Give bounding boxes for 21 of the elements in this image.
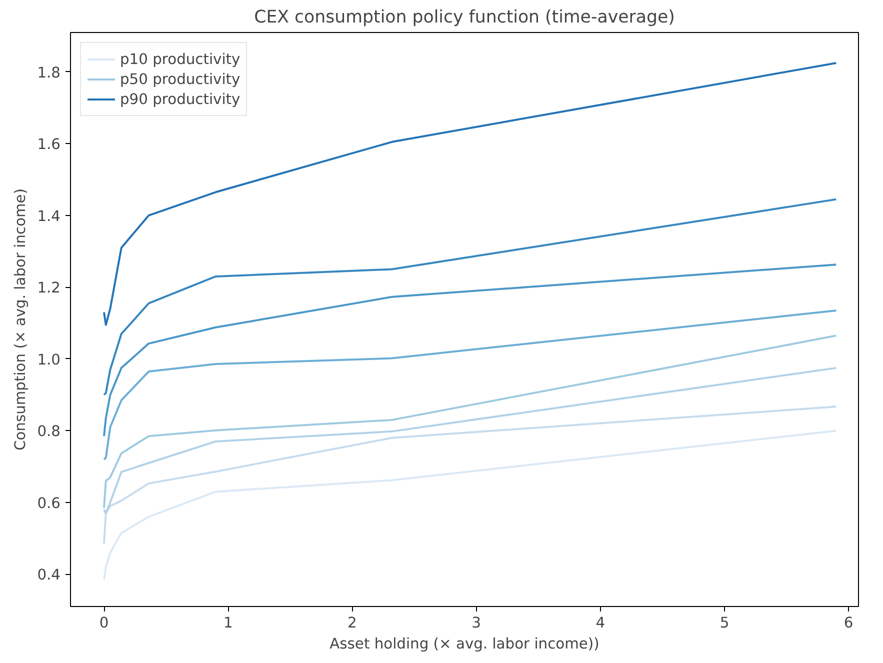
y-tick-label: 1.8 (37, 64, 61, 82)
y-axis-title: Consumption (× avg. labor income) (12, 188, 30, 451)
y-tick-label: 1.6 (37, 136, 61, 154)
y-tick-label: 0.4 (37, 566, 61, 584)
x-tick-label: 0 (99, 614, 109, 632)
y-tick-label: 0.6 (37, 494, 61, 512)
legend-label: p90 productivity (120, 90, 240, 108)
x-tick-label: 5 (720, 614, 730, 632)
y-tick-label: 1.2 (37, 280, 61, 297)
y-tick-label: 1.4 (37, 208, 61, 225)
y-tick-label: 0.8 (37, 423, 61, 440)
x-tick-label: 4 (596, 614, 606, 632)
x-tick-label: 6 (844, 614, 854, 632)
x-axis-title: Asset holding (× avg. labor income)) (330, 636, 600, 652)
legend-label: p50 productivity (120, 70, 240, 88)
legend-label: p10 productivity (120, 50, 240, 68)
chart-title: CEX consumption policy function (time-average) (254, 8, 675, 28)
x-tick-label: 1 (223, 614, 233, 632)
y-tick-label: 1.0 (37, 351, 61, 368)
x-tick-label: 3 (472, 614, 481, 632)
x-tick-label: 2 (348, 614, 357, 632)
